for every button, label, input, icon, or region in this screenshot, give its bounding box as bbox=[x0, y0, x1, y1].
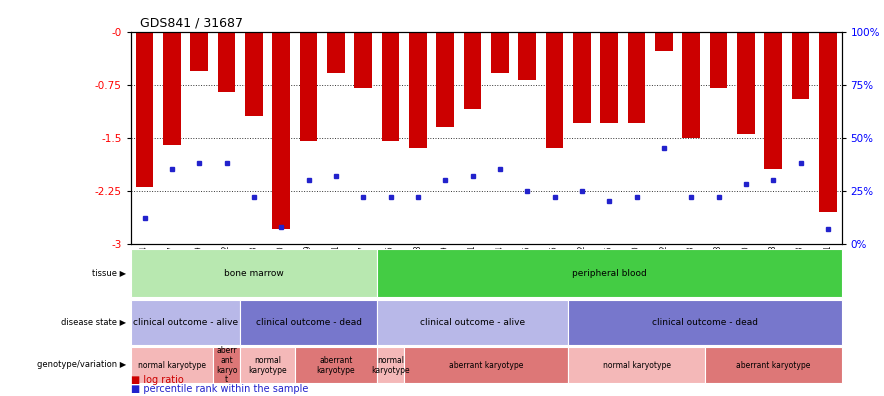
Bar bbox=[409, 32, 427, 148]
Text: normal
karyotype: normal karyotype bbox=[371, 356, 410, 375]
Text: normal
karyotype: normal karyotype bbox=[248, 356, 286, 375]
Text: normal karyotype: normal karyotype bbox=[603, 361, 671, 370]
Bar bbox=[737, 32, 755, 134]
Bar bbox=[327, 32, 345, 72]
Text: aberrant karyotype: aberrant karyotype bbox=[736, 361, 811, 370]
Text: normal karyotype: normal karyotype bbox=[138, 361, 206, 370]
Bar bbox=[377, 347, 404, 383]
Text: clinical outcome - alive: clinical outcome - alive bbox=[420, 318, 525, 327]
Text: aberrant
karyotype: aberrant karyotype bbox=[316, 356, 355, 375]
Text: peripheral blood: peripheral blood bbox=[572, 268, 646, 278]
Bar bbox=[377, 300, 568, 345]
Bar bbox=[404, 347, 568, 383]
Bar bbox=[240, 347, 295, 383]
Bar bbox=[568, 347, 705, 383]
Bar bbox=[163, 32, 180, 145]
Bar bbox=[354, 32, 372, 88]
Text: ■ percentile rank within the sample: ■ percentile rank within the sample bbox=[131, 384, 309, 394]
Bar bbox=[377, 249, 842, 297]
Bar bbox=[491, 32, 509, 72]
Bar bbox=[131, 347, 213, 383]
Text: disease state ▶: disease state ▶ bbox=[61, 317, 126, 326]
Text: aberrant karyotype: aberrant karyotype bbox=[449, 361, 523, 370]
Text: ■ log ratio: ■ log ratio bbox=[131, 375, 184, 385]
Bar bbox=[682, 32, 700, 137]
Bar bbox=[705, 347, 842, 383]
Text: bone marrow: bone marrow bbox=[224, 268, 284, 278]
Bar bbox=[710, 32, 728, 88]
Bar bbox=[518, 32, 536, 80]
Bar bbox=[655, 32, 673, 51]
Bar bbox=[382, 32, 400, 141]
Bar bbox=[240, 300, 377, 345]
Bar bbox=[213, 347, 240, 383]
Bar bbox=[819, 32, 837, 212]
Text: clinical outcome - dead: clinical outcome - dead bbox=[652, 318, 758, 327]
Text: clinical outcome - alive: clinical outcome - alive bbox=[133, 318, 238, 327]
Text: aberr
ant
karyo
t: aberr ant karyo t bbox=[216, 346, 237, 384]
Bar bbox=[190, 32, 208, 70]
Bar bbox=[272, 32, 290, 229]
Bar bbox=[792, 32, 810, 99]
Bar bbox=[628, 32, 645, 124]
Bar bbox=[600, 32, 618, 124]
Bar bbox=[437, 32, 454, 127]
Bar bbox=[217, 32, 235, 92]
Text: genotype/variation ▶: genotype/variation ▶ bbox=[37, 360, 126, 369]
Bar bbox=[463, 32, 482, 109]
Bar bbox=[131, 249, 377, 297]
Bar bbox=[295, 347, 377, 383]
Bar bbox=[131, 300, 240, 345]
Text: clinical outcome - dead: clinical outcome - dead bbox=[255, 318, 362, 327]
Bar bbox=[765, 32, 782, 169]
Text: GDS841 / 31687: GDS841 / 31687 bbox=[140, 17, 243, 30]
Bar bbox=[245, 32, 263, 116]
Bar bbox=[300, 32, 317, 141]
Text: tissue ▶: tissue ▶ bbox=[92, 268, 126, 277]
Bar bbox=[568, 300, 842, 345]
Bar bbox=[545, 32, 563, 148]
Bar bbox=[573, 32, 591, 124]
Bar bbox=[135, 32, 154, 187]
